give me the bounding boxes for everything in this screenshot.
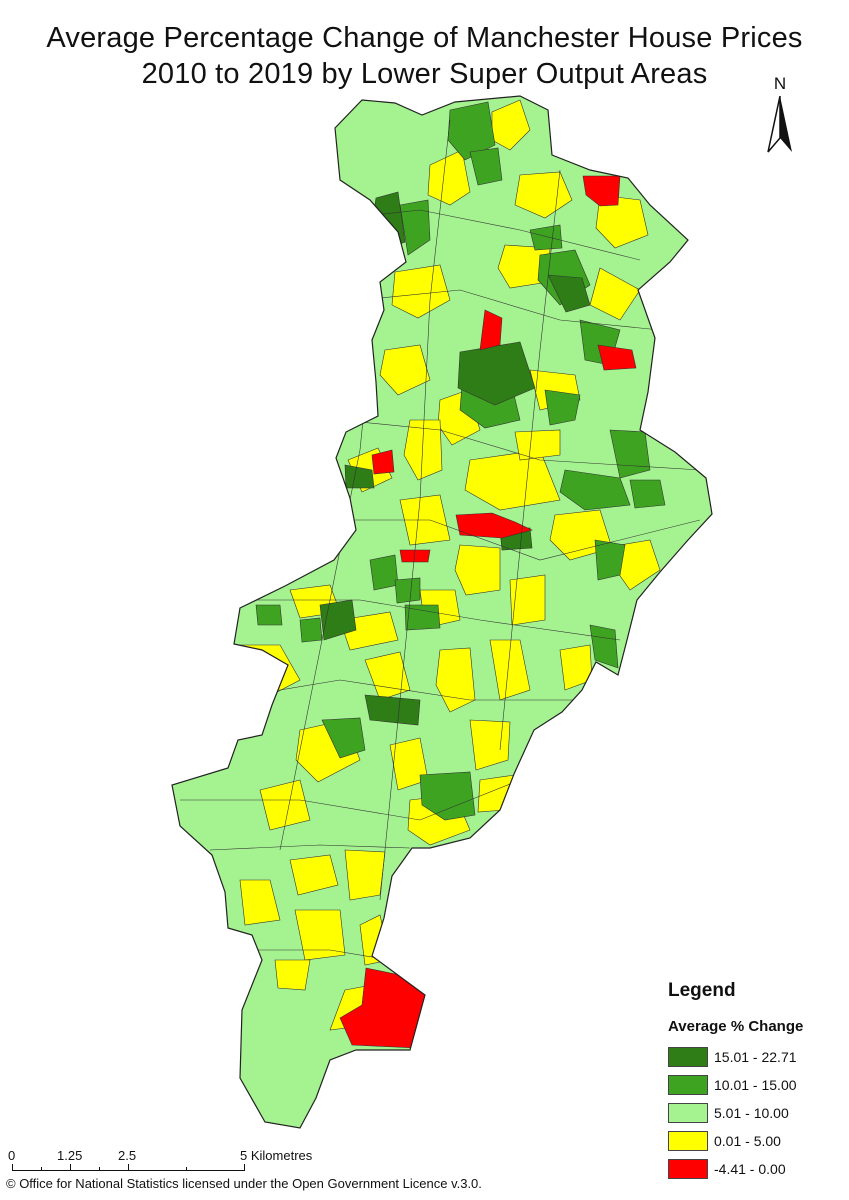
scale-tick [70,1164,71,1171]
lsoa-red-areas [339,175,637,1049]
scale-tick [12,1164,13,1171]
scale-tick [99,1167,100,1171]
scale-label-3: 5 Kilometres [240,1148,313,1163]
scale-tick [186,1167,187,1171]
lsoa-polygons [171,95,713,1129]
map-title: Average Percentage Change of Manchester … [0,20,849,92]
legend-subtitle: Average % Change [668,1018,804,1035]
legend-item: -4.41 - 0.00 [668,1155,848,1183]
legend-swatch [668,1103,708,1123]
scale-tick [41,1167,42,1171]
legend-items: 15.01 - 22.71 10.01 - 15.00 5.01 - 10.00 0.… [668,1043,848,1183]
legend-title: Legend [668,980,736,1001]
legend-item: 0.01 - 5.00 [668,1127,848,1155]
legend-label: 0.01 - 5.00 [714,1133,781,1149]
legend-label: 15.01 - 22.71 [714,1049,797,1065]
legend-swatch [668,1075,708,1095]
data-credit: © Office for National Statistics license… [6,1176,482,1191]
legend-item: 10.01 - 15.00 [668,1071,848,1099]
scale-label-1: 1.25 [57,1148,83,1163]
scale-label-2: 2.5 [118,1148,137,1163]
legend-item: 15.01 - 22.71 [668,1043,848,1071]
north-arrow-icon [767,96,792,153]
legend-swatch [668,1159,708,1179]
scale-tick [244,1164,245,1171]
north-label: N [773,74,787,93]
legend-label: 10.01 - 15.00 [714,1077,797,1093]
legend-label: -4.41 - 0.00 [714,1161,786,1177]
scale-tick [128,1164,129,1171]
scale-bar: 0 1.25 2.5 5 Kilometres [0,1140,340,1180]
legend-label: 5.01 - 10.00 [714,1105,789,1121]
legend-swatch [668,1131,708,1151]
scale-label-0: 0 [8,1148,16,1163]
map-title-line-2: 2010 to 2019 by Lower Super Output Areas [141,58,708,90]
lsoa-yellow-areas [235,99,661,1031]
north-arrow: N [760,74,800,154]
legend-swatch [668,1047,708,1067]
map-title-line-1: Average Percentage Change of Manchester … [46,22,803,54]
legend-item: 5.01 - 10.00 [668,1099,848,1127]
legend: Legend Average % Change 15.01 - 22.71 10.… [668,980,848,1183]
